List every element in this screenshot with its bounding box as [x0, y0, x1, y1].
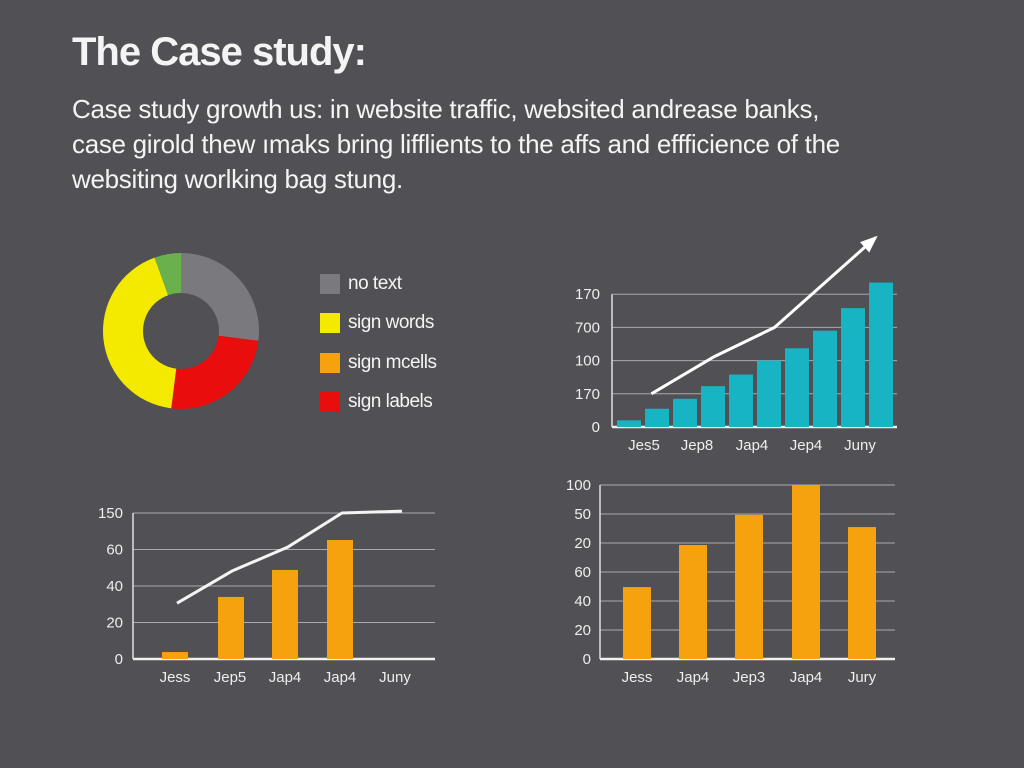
legend-swatch	[320, 392, 340, 413]
y-tick-label: 50	[574, 506, 591, 523]
donut-slice	[181, 253, 259, 341]
bar	[162, 652, 188, 659]
bar	[757, 360, 781, 427]
y-tick-label: 700	[575, 319, 600, 336]
bar	[729, 374, 753, 427]
page-title: The Case study:	[72, 30, 367, 74]
bar	[792, 485, 820, 659]
donut-slice	[154, 253, 181, 296]
x-tick-label: Jes5	[628, 437, 660, 454]
legend-item: sign mcells	[320, 343, 437, 383]
y-tick-label: 20	[574, 535, 591, 552]
trend-line	[176, 509, 403, 605]
x-tick-label: Jess	[622, 669, 653, 686]
x-tick-label: Jap4	[324, 669, 357, 686]
y-tick-label: 0	[583, 651, 591, 668]
x-tick-label: Jess	[160, 669, 191, 686]
trend-line	[650, 236, 877, 396]
y-tick-label: 170	[575, 286, 600, 303]
y-tick-label: 100	[566, 477, 591, 494]
x-tick-label: Jury	[848, 669, 877, 686]
legend-item: sign words	[320, 304, 436, 344]
legend-label: sign words	[348, 312, 434, 334]
legend-label: sign labels	[348, 391, 433, 413]
description: Case study growth us: in website traffic…	[72, 94, 840, 194]
legend-label: no text	[348, 272, 402, 294]
bar	[701, 386, 725, 427]
y-tick-label: 60	[106, 542, 123, 559]
y-tick-label: 20	[106, 615, 123, 632]
x-tick-label: Jep3	[733, 669, 766, 686]
legend-swatch	[320, 352, 340, 373]
arrow-head-icon	[860, 235, 878, 253]
legend-swatch	[320, 273, 340, 294]
legend-item: no text	[320, 264, 436, 304]
x-tick-label: Jep8	[681, 437, 714, 454]
y-tick-label: 170	[575, 386, 600, 403]
bar-chart-2: 0 20 40 60 150 Jess Jep5 Jap4 Jap4 Juny	[98, 505, 435, 686]
bar	[813, 330, 837, 427]
x-tick-label: Juny	[379, 669, 411, 686]
bar	[673, 398, 697, 427]
y-tick-label: 20	[574, 622, 591, 639]
y-tick-label: 150	[98, 505, 123, 522]
legend-swatch	[320, 313, 340, 334]
y-tick-label: 60	[574, 564, 591, 581]
donut-chart	[103, 253, 259, 410]
x-tick-label: Jap4	[736, 437, 769, 454]
x-tick-label: Jap4	[269, 669, 302, 686]
legend-item: sign labels	[320, 383, 436, 423]
bar	[841, 308, 865, 427]
y-tick-label: 100	[575, 353, 600, 370]
bar	[327, 540, 353, 659]
bar-chart-1: 0 170 100 700 170 Jes5 Jep8 Jap4 Jep4 Juny	[575, 235, 897, 454]
bar-chart-3: 0 20 40 60 20 50 100 Jess Jap4 Jep3 Jap4 Jury	[566, 477, 895, 686]
x-tick-label: Jap4	[790, 669, 823, 686]
bar	[869, 282, 893, 427]
bar	[218, 596, 244, 659]
y-tick-label: 0	[115, 651, 123, 668]
x-tick-label: Juny	[844, 437, 876, 454]
bar	[645, 408, 669, 427]
x-tick-label: Jep5	[214, 669, 247, 686]
donut-legend: no text sign words sign mcells sign labe…	[320, 264, 437, 423]
donut-slice	[103, 257, 177, 409]
legend-label: sign mcells	[348, 351, 437, 373]
bar	[735, 514, 763, 659]
y-tick-label: 0	[592, 419, 600, 436]
bar	[785, 348, 809, 427]
x-tick-label: Jep4	[790, 437, 823, 454]
y-tick-label: 40	[574, 593, 591, 610]
bar	[623, 587, 651, 659]
donut-slice	[171, 335, 259, 410]
bar	[272, 569, 298, 659]
bar	[848, 527, 876, 659]
bar	[617, 420, 641, 427]
bar	[679, 545, 707, 659]
x-tick-label: Jap4	[677, 669, 710, 686]
y-tick-label: 40	[106, 578, 123, 595]
